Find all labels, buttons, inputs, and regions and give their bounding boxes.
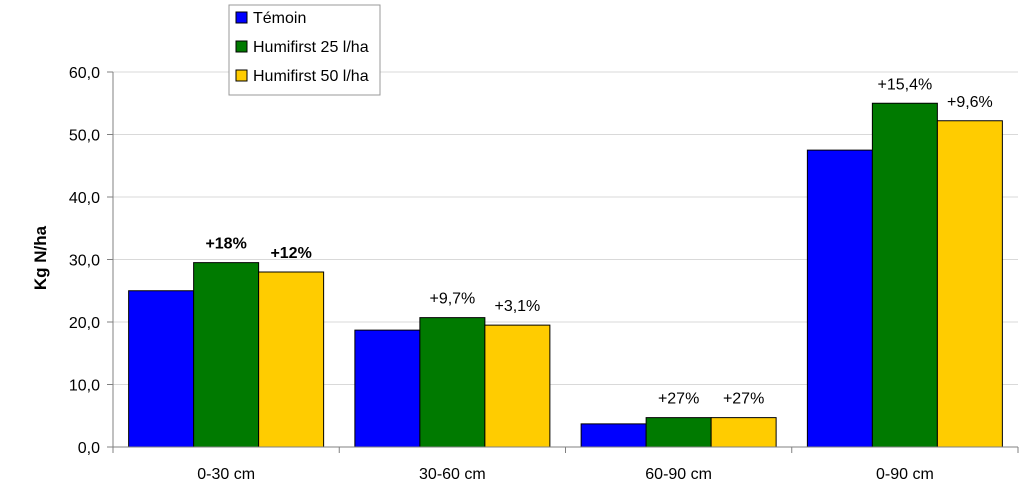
x-tick-labels: 0-30 cm 30-60 cm 60-90 cm 0-90 cm: [197, 466, 934, 483]
y-tick-label: 40,0: [69, 190, 100, 207]
bar-data-label: +3,1%: [494, 298, 540, 315]
bar: [129, 291, 194, 447]
y-tick-label: 60,0: [69, 65, 100, 82]
legend: Témoin Humifirst 25 l/ha Humifirst 50 l/ha: [229, 5, 380, 95]
bar: [646, 418, 711, 447]
legend-label: Humifirst 25 l/ha: [253, 39, 369, 56]
bar-data-label: +18%: [205, 236, 246, 253]
bar: [581, 424, 646, 447]
bar-data-label: +15,4%: [878, 76, 933, 93]
bar: [355, 330, 420, 447]
x-tick-label: 30-60 cm: [419, 466, 486, 483]
legend-swatch: [236, 70, 247, 81]
bar-data-label: +12%: [270, 245, 311, 262]
bar: [711, 418, 776, 447]
bar-data-label: +9,6%: [947, 94, 993, 111]
y-tick-labels: 0,0 10,0 20,0 30,0 40,0 50,0 60,0: [69, 65, 100, 457]
y-tick-label: 10,0: [69, 378, 100, 395]
bar-data-label: +9,7%: [429, 291, 475, 308]
bar: [872, 103, 937, 447]
bar: [937, 121, 1002, 447]
bar: [259, 272, 324, 447]
legend-swatch: [236, 12, 247, 23]
legend-label: Témoin: [253, 10, 306, 27]
bar: [485, 325, 550, 447]
y-axis-label: Kg N/ha: [31, 225, 50, 290]
legend-swatch: [236, 41, 247, 52]
bar-data-label: +27%: [723, 391, 764, 408]
x-tick-label: 0-90 cm: [876, 466, 934, 483]
bars: [129, 103, 1003, 447]
y-tick-label: 50,0: [69, 128, 100, 145]
legend-label: Humifirst 50 l/ha: [253, 68, 369, 85]
y-tick-label: 30,0: [69, 253, 100, 270]
x-tick-label: 0-30 cm: [197, 466, 255, 483]
x-tick-label: 60-90 cm: [645, 466, 712, 483]
bar: [194, 263, 259, 447]
bar: [807, 150, 872, 447]
y-tick-label: 20,0: [69, 315, 100, 332]
y-tick-label: 0,0: [78, 440, 100, 457]
bar: [420, 318, 485, 447]
bar-data-label: +27%: [658, 391, 699, 408]
